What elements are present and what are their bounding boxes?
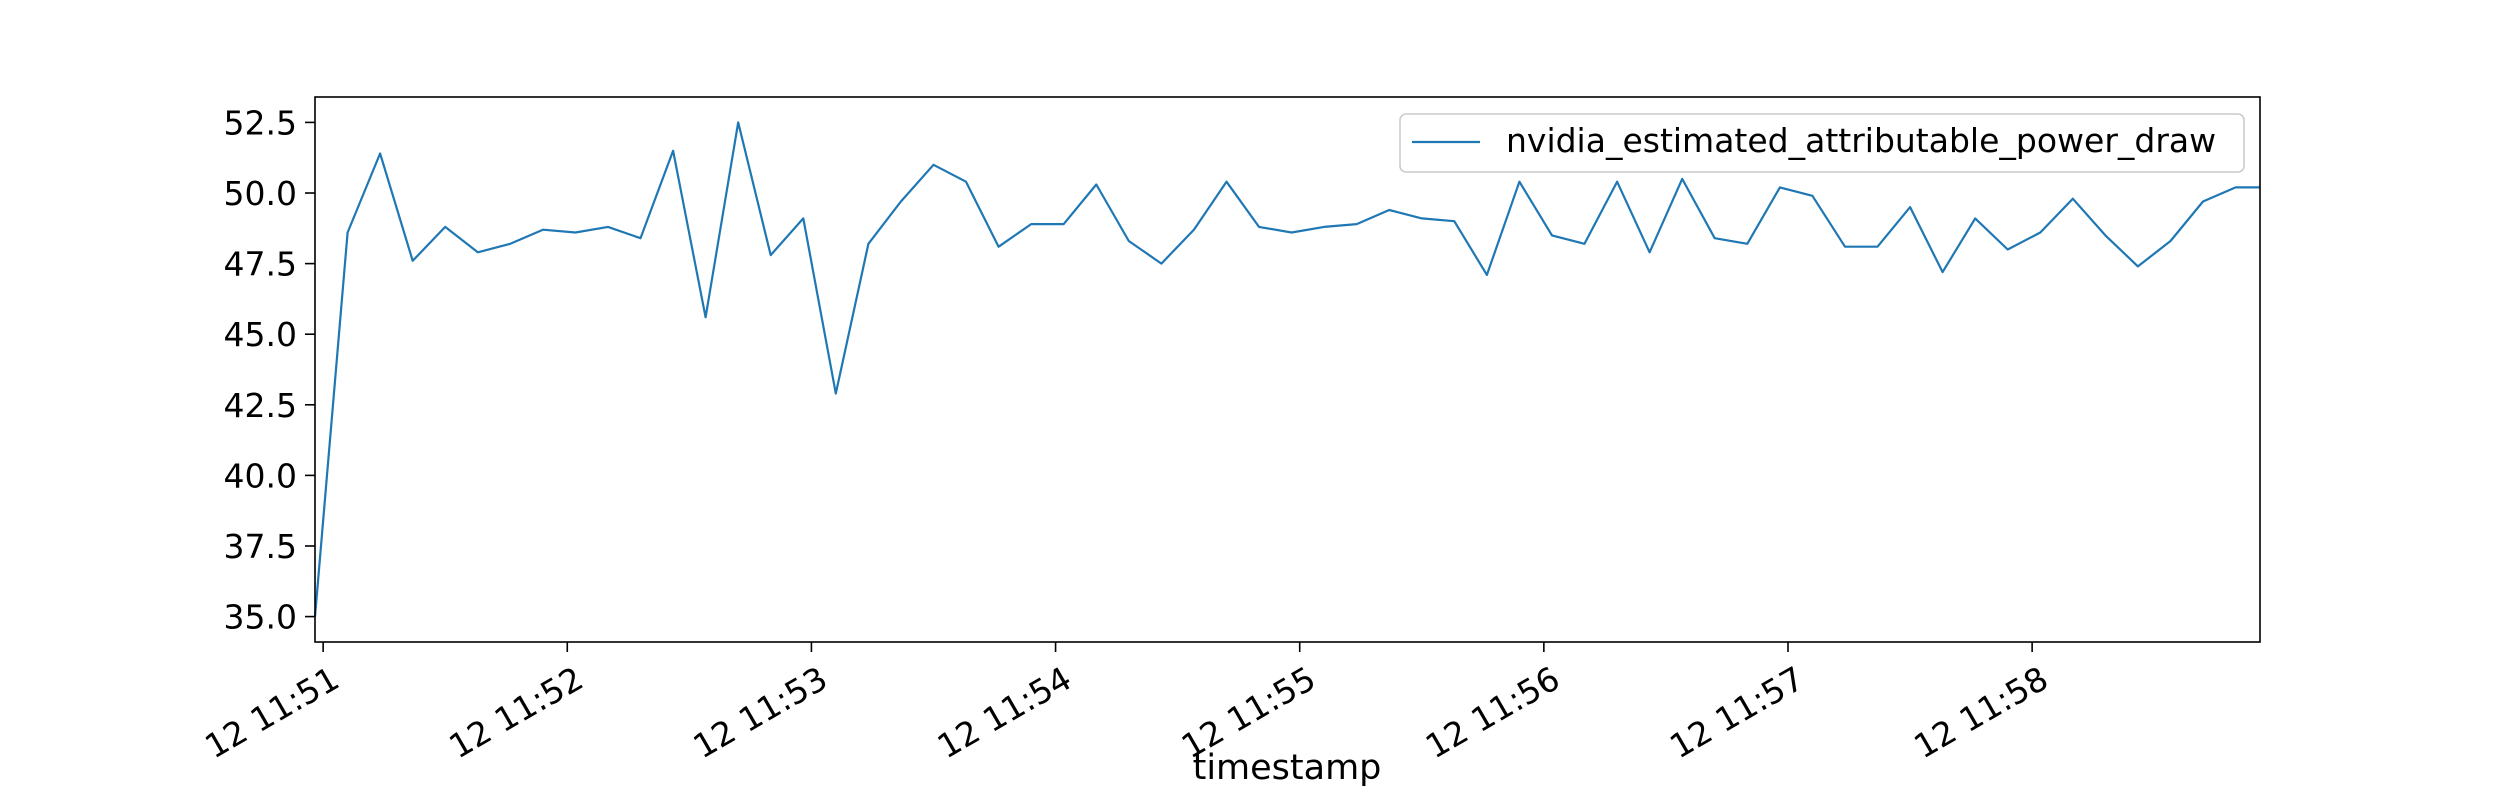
y-tick-label: 47.5 — [224, 245, 297, 284]
plot-frame — [314, 96, 2261, 643]
plot-background — [315, 97, 2260, 642]
x-axis-title: timestamp — [1193, 748, 1382, 788]
x-tick-label: 12 11:56 — [1419, 659, 1566, 767]
x-tick-label: 12 11:58 — [1907, 659, 2054, 767]
x-tick-label: 12 11:53 — [687, 659, 834, 767]
x-axis: 12 11:51 12 11:52 12 11:53 12 11:54 12 11:55… — [198, 642, 2055, 767]
x-tick-label: 12 11:52 — [442, 659, 589, 767]
y-tick-label: 50.0 — [224, 174, 297, 213]
y-tick-label: 35.0 — [224, 598, 297, 637]
legend-frame — [1399, 113, 2245, 173]
y-tick-label: 40.0 — [224, 456, 297, 495]
legend-label: nvidia_estimated_attributable_power_draw — [1506, 121, 2216, 160]
y-tick-label: 37.5 — [224, 527, 297, 566]
y-tick-label: 52.5 — [224, 103, 297, 142]
x-tick-label: 12 11:54 — [931, 659, 1078, 767]
y-tick-label: 42.5 — [224, 386, 297, 425]
y-tick-label: 45.0 — [224, 315, 297, 354]
series-line — [313, 121, 2260, 617]
x-tick-label: 12 11:51 — [198, 659, 345, 767]
x-tick-label: 12 11:57 — [1663, 659, 1810, 767]
y-axis: 35.0 37.5 40.0 42.5 45.0 47.5 50.0 52.5 — [224, 103, 315, 637]
legend: nvidia_estimated_attributable_power_draw — [1399, 113, 2245, 173]
